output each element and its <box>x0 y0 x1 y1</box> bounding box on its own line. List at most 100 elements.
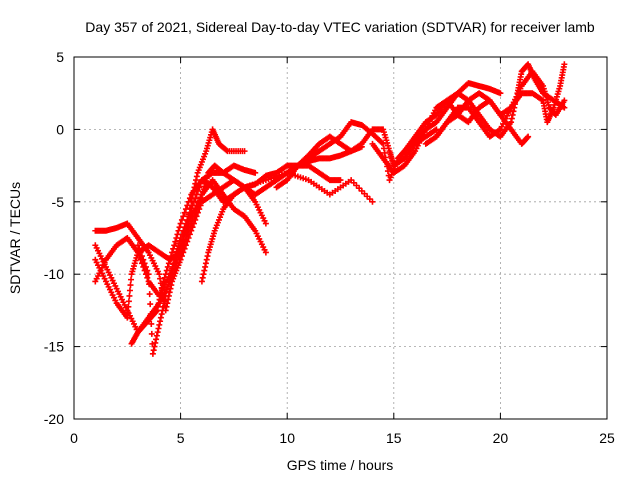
data-point <box>147 311 154 318</box>
y-tick-label: -20 <box>44 411 64 427</box>
data-point <box>181 238 188 245</box>
data-point <box>168 253 175 260</box>
data-point <box>262 249 269 256</box>
data-point <box>141 260 148 267</box>
data-point <box>192 209 199 216</box>
data-point <box>134 242 141 249</box>
data-point <box>186 209 193 216</box>
x-tick-label: 15 <box>386 430 402 446</box>
y-tick-label: -10 <box>44 266 64 282</box>
data-point <box>223 147 230 154</box>
data-point <box>185 198 192 205</box>
data-point <box>178 231 185 238</box>
data-point <box>188 206 195 213</box>
data-point <box>176 224 183 231</box>
data-point <box>180 213 187 220</box>
data-point <box>186 224 193 231</box>
series-sat-f <box>134 162 259 357</box>
data-point <box>186 195 193 202</box>
data-point <box>190 198 197 205</box>
y-axis-label: SDTVAR / TECUs <box>7 182 23 294</box>
data-point <box>127 282 134 289</box>
data-point <box>184 202 191 209</box>
data-point <box>163 288 170 295</box>
data-point <box>168 270 175 277</box>
data-point <box>177 220 184 227</box>
data-point <box>169 249 176 256</box>
data-point <box>170 261 177 268</box>
data-point <box>140 256 147 263</box>
data-point <box>184 216 191 223</box>
data-point <box>144 267 151 274</box>
plot-frame <box>73 56 608 420</box>
data-point <box>337 177 344 184</box>
y-tick-label: -15 <box>44 339 64 355</box>
y-tick-label: -5 <box>52 194 65 210</box>
data-point <box>182 235 189 241</box>
data-point <box>144 274 151 281</box>
data-point <box>189 216 196 223</box>
data-point <box>164 283 171 290</box>
data-point <box>185 213 192 220</box>
data-point <box>197 195 204 202</box>
y-tick-label: 0 <box>56 121 64 137</box>
data-point <box>262 220 269 227</box>
data-point <box>196 198 203 205</box>
series-sat-g <box>198 143 365 285</box>
data-point <box>190 213 197 220</box>
data-points <box>92 61 568 357</box>
data-point <box>177 249 184 256</box>
axis-ticks: 0 5 10 15 20 25 -20 -15 -10 -5 0 5 <box>44 49 615 446</box>
series-sat-m <box>433 68 568 140</box>
data-point <box>193 206 200 213</box>
data-point <box>185 227 192 234</box>
data-point <box>181 224 188 231</box>
data-point <box>128 276 135 283</box>
data-point <box>162 271 169 278</box>
data-point <box>136 245 143 252</box>
data-point <box>525 133 532 140</box>
data-point <box>148 320 155 327</box>
data-point <box>241 148 248 155</box>
x-tick-label: 25 <box>599 430 615 446</box>
data-point <box>138 253 145 260</box>
data-point <box>182 220 189 227</box>
data-point <box>369 198 376 205</box>
y-tick-label: 5 <box>56 49 64 65</box>
data-point <box>188 220 195 227</box>
data-point <box>177 235 184 241</box>
data-point <box>173 260 180 267</box>
data-point <box>184 231 191 238</box>
data-point <box>137 249 144 256</box>
data-point <box>252 169 259 176</box>
data-point <box>160 278 167 285</box>
data-point <box>172 238 179 245</box>
x-tick-label: 0 <box>70 430 78 446</box>
data-point <box>196 184 203 191</box>
data-point <box>180 242 187 249</box>
data-point <box>433 126 440 133</box>
data-point <box>165 260 172 267</box>
data-point <box>146 281 153 288</box>
x-tick-label: 10 <box>279 430 295 446</box>
data-point <box>194 187 201 194</box>
data-point <box>561 61 568 68</box>
data-point <box>193 191 200 198</box>
data-point <box>161 274 168 281</box>
x-tick-label: 20 <box>493 430 509 446</box>
data-point <box>165 279 172 286</box>
data-point <box>178 216 185 223</box>
data-point <box>180 227 187 234</box>
data-point <box>126 292 133 299</box>
data-point <box>182 206 189 213</box>
data-point <box>561 97 568 104</box>
data-point <box>162 292 169 299</box>
data-point <box>146 291 153 298</box>
data-point <box>181 209 188 216</box>
data-point <box>148 330 155 337</box>
data-point <box>189 202 196 209</box>
data-point <box>145 271 152 278</box>
chart-title: Day 357 of 2021, Sidereal Day-to-day VTE… <box>85 19 595 35</box>
data-point <box>169 265 176 272</box>
